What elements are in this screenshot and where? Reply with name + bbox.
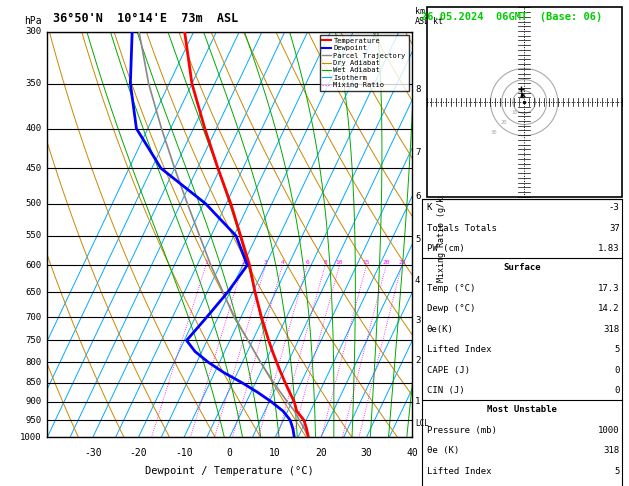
Text: -20: -20 <box>130 448 147 457</box>
Text: 1: 1 <box>415 397 420 406</box>
Text: 318: 318 <box>603 325 620 334</box>
Text: hPa: hPa <box>24 16 42 25</box>
Text: θe (K): θe (K) <box>426 446 459 455</box>
Text: 1000: 1000 <box>20 433 42 442</box>
Text: 2: 2 <box>241 260 245 265</box>
Text: -30: -30 <box>84 448 102 457</box>
Text: 600: 600 <box>26 260 42 270</box>
Text: Most Unstable: Most Unstable <box>487 405 557 415</box>
Text: 17.3: 17.3 <box>598 284 620 293</box>
Text: 3: 3 <box>264 260 267 265</box>
Text: 350: 350 <box>26 79 42 88</box>
Text: 10: 10 <box>336 260 343 265</box>
Text: 4: 4 <box>281 260 284 265</box>
Text: 400: 400 <box>26 124 42 133</box>
Text: CAPE (J): CAPE (J) <box>426 365 470 375</box>
Text: 4: 4 <box>415 276 420 285</box>
Text: 1: 1 <box>204 260 208 265</box>
Text: 6: 6 <box>415 192 420 202</box>
Text: Lifted Index: Lifted Index <box>426 467 491 476</box>
Text: 550: 550 <box>26 231 42 241</box>
Text: 0: 0 <box>615 386 620 395</box>
Text: 1.83: 1.83 <box>598 244 620 253</box>
Text: PW (cm): PW (cm) <box>426 244 464 253</box>
Text: 5: 5 <box>615 467 620 476</box>
Text: 8: 8 <box>323 260 327 265</box>
Text: 20: 20 <box>315 448 326 457</box>
Text: 500: 500 <box>26 199 42 208</box>
Text: 750: 750 <box>26 336 42 345</box>
Text: Surface: Surface <box>503 263 541 273</box>
Text: 650: 650 <box>26 288 42 296</box>
Text: 37: 37 <box>609 224 620 233</box>
Text: -3: -3 <box>609 203 620 212</box>
Text: 7: 7 <box>415 148 420 157</box>
Text: 318: 318 <box>603 446 620 455</box>
Text: Dewpoint / Temperature (°C): Dewpoint / Temperature (°C) <box>145 466 314 476</box>
Text: 20: 20 <box>501 120 507 125</box>
Text: 0: 0 <box>615 365 620 375</box>
Text: 26.05.2024  06GMT  (Base: 06): 26.05.2024 06GMT (Base: 06) <box>421 12 603 22</box>
Text: Temp (°C): Temp (°C) <box>426 284 475 293</box>
Text: θe(K): θe(K) <box>426 325 454 334</box>
Legend: Temperature, Dewpoint, Parcel Trajectory, Dry Adiabat, Wet Adiabat, Isotherm, Mi: Temperature, Dewpoint, Parcel Trajectory… <box>320 35 408 91</box>
Bar <box>423 199 621 486</box>
Text: 850: 850 <box>26 378 42 387</box>
Text: 3: 3 <box>415 316 420 325</box>
Text: 40: 40 <box>406 448 418 457</box>
Bar <box>426 7 621 197</box>
Text: LCL: LCL <box>415 419 429 428</box>
Text: Pressure (mb): Pressure (mb) <box>426 426 496 435</box>
Text: 15: 15 <box>363 260 370 265</box>
Text: K: K <box>426 203 432 212</box>
Text: 0: 0 <box>226 448 233 457</box>
Text: 2: 2 <box>415 356 420 364</box>
Text: 800: 800 <box>26 358 42 367</box>
Text: 20: 20 <box>382 260 390 265</box>
Text: 5: 5 <box>615 345 620 354</box>
Text: Dewp (°C): Dewp (°C) <box>426 304 475 313</box>
Text: 36°50'N  10°14'E  73m  ASL: 36°50'N 10°14'E 73m ASL <box>53 12 239 25</box>
Text: 1000: 1000 <box>598 426 620 435</box>
Text: 10: 10 <box>511 110 517 115</box>
Text: 10: 10 <box>269 448 281 457</box>
Text: Lifted Index: Lifted Index <box>426 345 491 354</box>
Text: 900: 900 <box>26 398 42 406</box>
Text: 450: 450 <box>26 164 42 173</box>
Text: 14.2: 14.2 <box>598 304 620 313</box>
Text: 950: 950 <box>26 416 42 425</box>
Text: 8: 8 <box>415 85 420 94</box>
Text: Mixing Ratio (g/kg): Mixing Ratio (g/kg) <box>437 187 446 282</box>
Text: -10: -10 <box>175 448 193 457</box>
Text: 30: 30 <box>360 448 372 457</box>
Text: 700: 700 <box>26 312 42 322</box>
Text: 6: 6 <box>305 260 309 265</box>
Text: Totals Totals: Totals Totals <box>426 224 496 233</box>
Text: kt: kt <box>433 17 443 26</box>
Text: 30: 30 <box>491 130 497 135</box>
Text: CIN (J): CIN (J) <box>426 386 464 395</box>
Text: 25: 25 <box>398 260 406 265</box>
Text: 5: 5 <box>415 235 420 244</box>
Text: km
ASL: km ASL <box>415 7 430 25</box>
Text: 300: 300 <box>26 27 42 36</box>
